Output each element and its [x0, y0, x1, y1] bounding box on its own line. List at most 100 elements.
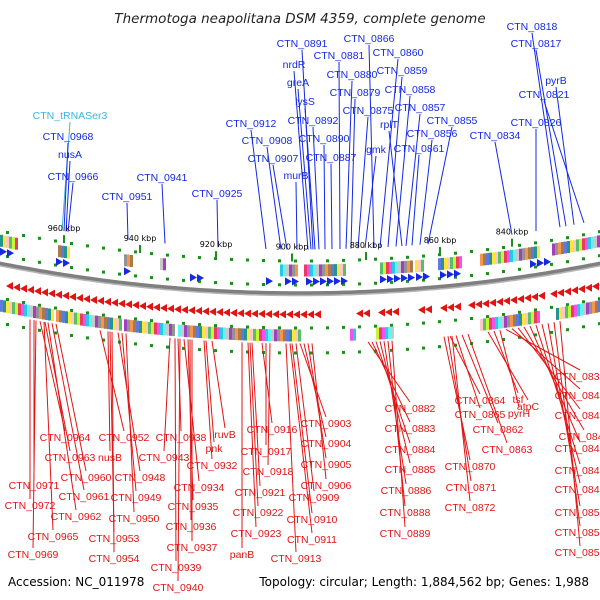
feature-block — [343, 263, 346, 276]
reverse-leader-line — [307, 343, 327, 459]
track-ring-dot — [342, 325, 345, 329]
track-ring-dot — [310, 283, 313, 287]
track-ring-dot — [102, 270, 105, 274]
track-ring-dot — [6, 323, 9, 326]
feature-block — [537, 311, 540, 323]
track-ring-dot — [486, 248, 489, 252]
track-ring-dot — [214, 324, 217, 328]
track-ring-dot — [582, 325, 585, 329]
reverse-gene-arrow — [27, 285, 34, 294]
reverse-gene-arrow — [209, 307, 216, 316]
feature-block — [244, 328, 247, 341]
feature-block — [286, 329, 289, 342]
feature-block — [589, 301, 592, 314]
feature-block — [564, 241, 567, 254]
track-ring-dot — [38, 303, 41, 307]
feature-block — [6, 301, 9, 313]
track-ring-dot — [582, 257, 585, 261]
track-ring-dot — [406, 347, 409, 351]
reverse-gene-label: CTN_0940 — [153, 582, 204, 594]
reverse-gene-arrow — [13, 283, 20, 292]
reverse-gene-label: CTN_0840 — [555, 390, 600, 402]
feature-block — [441, 257, 444, 270]
feature-block — [319, 264, 322, 277]
track-ring-dot — [22, 301, 25, 304]
feature-block — [510, 249, 513, 262]
track-ring-dot — [294, 351, 297, 355]
track-ring-dot — [534, 333, 537, 337]
feature-block — [67, 246, 70, 259]
feature-block — [498, 251, 501, 264]
track-ring-dot — [358, 350, 361, 354]
feature-block — [597, 235, 600, 248]
track-ring-dot — [438, 320, 441, 324]
feature-block — [594, 236, 597, 248]
feature-block — [160, 323, 163, 335]
feature-block — [559, 307, 562, 320]
track-ring-dot — [358, 258, 361, 262]
forward-leader-line — [388, 130, 403, 247]
track-ring-dot — [470, 274, 473, 277]
reverse-gene-label: CTN_0923 — [231, 528, 282, 540]
feature-block — [350, 328, 353, 341]
forward-gene-arrow — [63, 258, 70, 267]
reverse-leader-line — [203, 340, 213, 460]
reverse-gene-arrow — [62, 291, 69, 300]
feature-block — [289, 264, 292, 277]
forward-gene-arrow — [408, 273, 415, 282]
feature-block — [525, 312, 528, 325]
track-ring-dot — [310, 351, 313, 355]
feature-block — [119, 318, 122, 331]
track-ring-dot — [390, 323, 393, 327]
track-ring-dot — [246, 325, 249, 329]
reverse-leader-line — [32, 320, 37, 549]
track-ring-dot — [294, 283, 297, 287]
forward-gene-arrow — [341, 276, 348, 285]
feature-block — [516, 314, 519, 327]
track-ring-dot — [550, 305, 553, 309]
track-ring-dot — [6, 298, 9, 301]
forward-leader-line — [161, 183, 166, 244]
track-ring-dot — [598, 322, 600, 326]
reverse-gene-label: CTN_0846 — [555, 443, 600, 455]
track-ring-dot — [86, 311, 89, 315]
reverse-gene-label: CTN_0964 — [40, 432, 91, 444]
feature-block — [80, 313, 83, 326]
feature-block — [513, 249, 516, 262]
track-ring-dot — [326, 351, 329, 355]
reverse-gene-arrow — [69, 292, 76, 301]
reverse-gene-label: CTN_0885 — [385, 464, 436, 476]
feature-block — [202, 326, 205, 339]
feature-block — [235, 328, 238, 341]
reverse-leader-line — [261, 342, 273, 424]
feature-block — [310, 264, 313, 277]
reverse-leader-line — [455, 335, 481, 409]
feature-block — [450, 257, 453, 270]
reverse-gene-arrow — [132, 301, 139, 310]
reverse-gene-label: CTN_0943 — [139, 452, 190, 464]
reverse-gene-arrow — [41, 288, 48, 297]
reverse-leader-line — [285, 343, 297, 553]
track-ring-dot — [454, 343, 457, 347]
reverse-gene-arrow — [216, 308, 223, 317]
forward-gene-label: CTN_0925 — [192, 188, 243, 200]
track-ring-dot — [374, 349, 377, 353]
reverse-gene-label: CTN_0871 — [446, 482, 497, 494]
track-ring-dot — [294, 259, 297, 263]
feature-block — [136, 320, 139, 333]
track-ring-dot — [70, 334, 73, 337]
feature-block — [498, 316, 501, 329]
feature-block — [163, 258, 166, 271]
forward-leader-line — [368, 44, 375, 248]
feature-block — [353, 328, 356, 341]
feature-block — [398, 261, 401, 274]
forward-gene-arrow — [334, 277, 341, 286]
track-ring-dot — [278, 351, 281, 355]
feature-block — [561, 242, 564, 254]
feature-block — [24, 304, 27, 317]
feature-block — [223, 327, 226, 340]
forward-leader-line — [295, 181, 298, 250]
track-ring-dot — [166, 320, 169, 324]
reverse-gene-arrow — [279, 310, 286, 319]
forward-gene-label: CTN_0951 — [102, 191, 153, 203]
